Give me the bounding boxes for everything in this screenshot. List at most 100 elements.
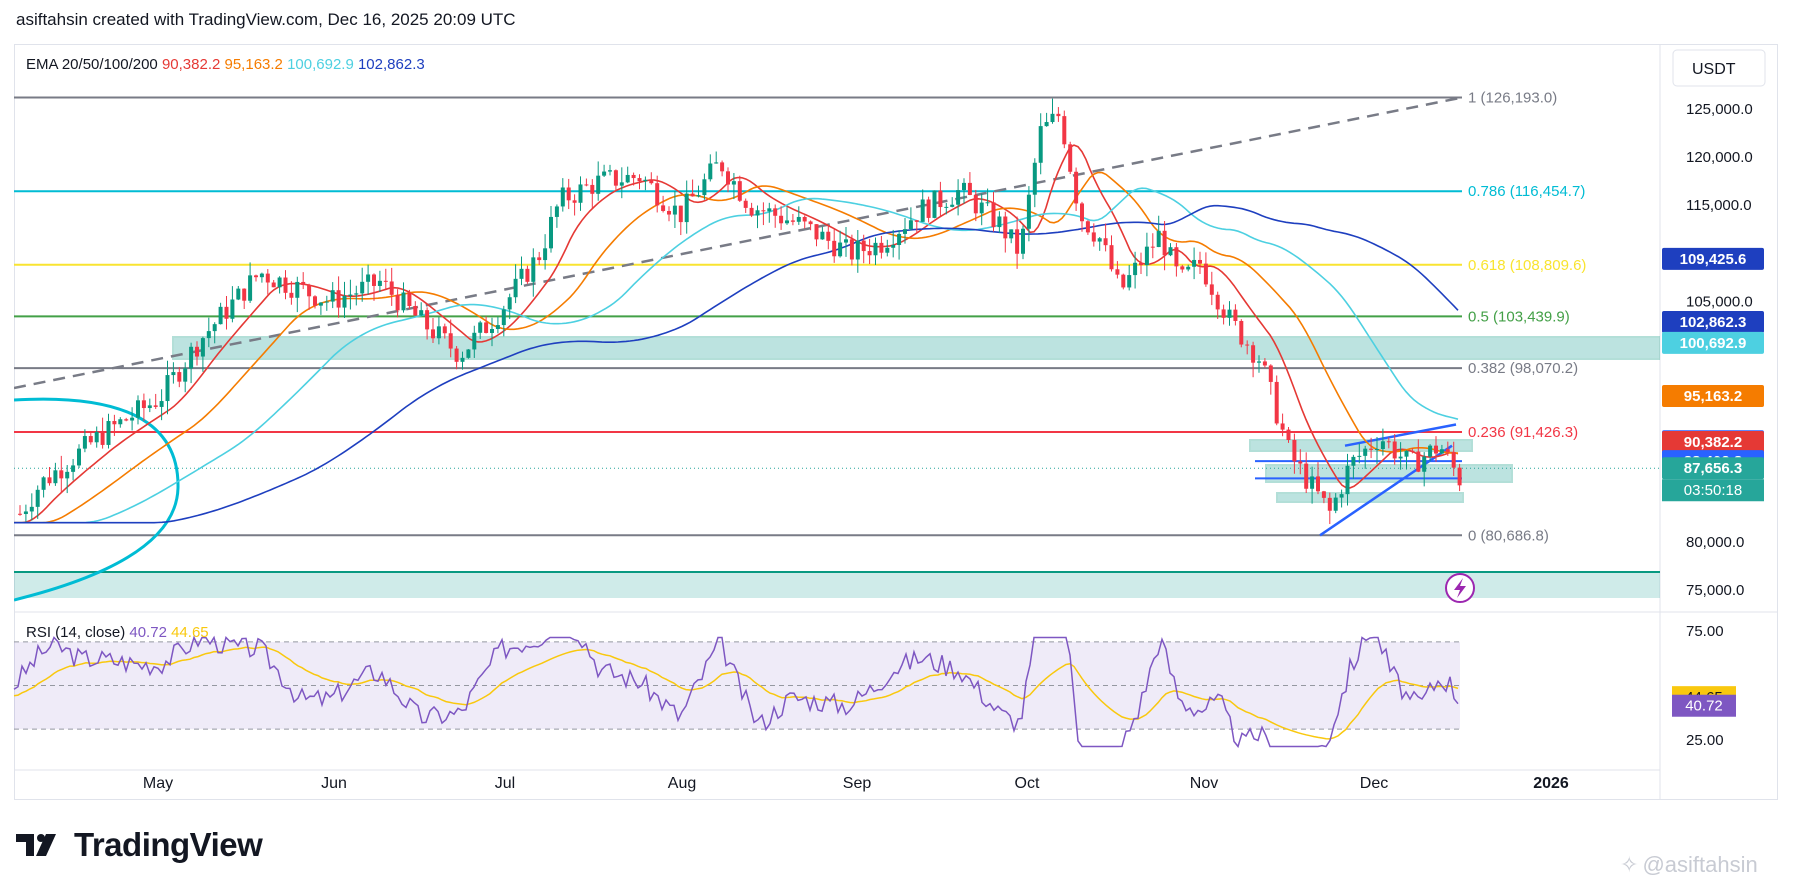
candle-body [377, 280, 382, 286]
candle-body [1369, 448, 1374, 450]
tradingview-logo-icon [16, 834, 56, 856]
candle-body [41, 477, 46, 490]
candle-body [177, 372, 182, 382]
candle-body [65, 471, 70, 479]
candle-body [295, 281, 300, 298]
price-badge [1662, 310, 1764, 333]
candle-body [749, 207, 754, 216]
candle-body [200, 338, 205, 357]
candle-body [1416, 451, 1421, 472]
candle-body [832, 240, 837, 257]
candle-body [908, 220, 913, 230]
price-badge-text: 95,163.2 [1684, 388, 1742, 405]
rsi-tick: 75.00 [1686, 623, 1724, 640]
time-tick: Jul [495, 775, 515, 792]
candle-body [1386, 441, 1391, 443]
candle-body [153, 405, 158, 407]
candle-body [826, 231, 831, 241]
candle-body [549, 216, 553, 249]
candle-body [596, 175, 601, 194]
candle-body [271, 282, 276, 288]
candle-body [141, 400, 146, 409]
time-axis[interactable]: May Jun Jul Aug Sep Oct Nov Dec 2026 [143, 775, 1569, 792]
candle-body [950, 204, 955, 207]
candle-body [118, 419, 123, 425]
candle-body [944, 206, 949, 208]
candle-body [1174, 247, 1179, 267]
ema-100-line [14, 187, 1459, 524]
candle-body [779, 215, 784, 224]
candle-body [495, 325, 500, 330]
lightning-icon[interactable] [1445, 573, 1475, 603]
candle-body [1251, 345, 1256, 363]
candle-body [1392, 441, 1397, 459]
candle-body [613, 170, 618, 186]
candle-body [1398, 456, 1403, 459]
candle-body [1127, 275, 1132, 288]
candle-body [767, 208, 772, 212]
price-badge-text: 109,425.6 [1680, 251, 1747, 268]
candle-body [254, 275, 258, 278]
candle-body [478, 322, 483, 333]
candle-body [71, 465, 76, 472]
candle-body [938, 190, 943, 208]
candle-body [318, 302, 323, 306]
candle-body [785, 220, 789, 224]
candle-body [1085, 221, 1090, 233]
candle-body [431, 329, 435, 339]
candle-body [714, 162, 719, 164]
candle-body [1380, 441, 1385, 449]
ema-legend-value: 100,692.9 [287, 56, 358, 73]
candle-body [820, 231, 825, 240]
candle-body [731, 181, 736, 185]
candle-body [1068, 144, 1073, 172]
volume-profile-curve [14, 397, 180, 602]
price-badge [1662, 247, 1764, 270]
ema-50-line [14, 171, 1458, 524]
candle-body [1304, 463, 1309, 489]
rsi-legend-ma: 44.65 [171, 624, 209, 641]
price-badges: 109,425.6102,862.3100,692.995,163.290,45… [1662, 247, 1764, 502]
candle-body [578, 184, 583, 203]
candle-body [1162, 230, 1167, 256]
candle-body [1245, 344, 1250, 346]
price-badge-text: 100,692.9 [1680, 335, 1747, 352]
trend-lines [14, 96, 1660, 537]
candle-body [236, 288, 241, 300]
candle-body [790, 220, 795, 222]
candle-body [1327, 497, 1332, 511]
candle-body [720, 162, 725, 172]
candle-body [814, 224, 819, 240]
candle-body [1198, 259, 1202, 264]
candle-body [407, 292, 412, 307]
candle-body [979, 202, 984, 214]
candle-body [230, 299, 235, 319]
candle-body [18, 513, 22, 515]
candle-body [189, 346, 194, 369]
candle-body [702, 179, 707, 196]
candle-body [690, 193, 695, 197]
candle-body [348, 294, 353, 296]
price-badge [1662, 385, 1764, 408]
candle-body [962, 182, 966, 191]
chart-frame [14, 44, 1778, 800]
candle-body [560, 187, 565, 207]
candle-body [1050, 113, 1055, 123]
candle-body [1292, 439, 1297, 462]
tradingview-logo[interactable]: TradingView [16, 826, 263, 864]
watermark-text: @asiftahsin [1642, 852, 1758, 877]
share-icon: ✧ [1620, 852, 1639, 877]
candle-body [891, 244, 896, 248]
candle-body [1233, 309, 1238, 321]
currency-selector[interactable]: USDT [1672, 49, 1766, 87]
candle-body [973, 194, 978, 214]
candle-body [106, 421, 111, 445]
candle-body [413, 306, 418, 316]
candle-body [383, 280, 388, 282]
candle-body [1156, 230, 1161, 248]
candle-body [584, 184, 589, 186]
candle-body [1316, 476, 1320, 492]
candle-body [543, 248, 548, 261]
bottom-zone [14, 572, 1660, 598]
